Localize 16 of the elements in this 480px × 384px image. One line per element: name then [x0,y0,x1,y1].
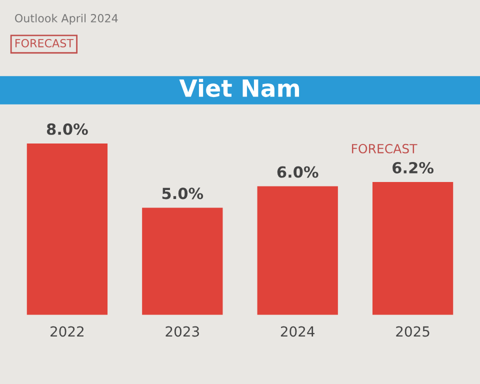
text: FORECAST [15,38,74,48]
data-label: 6.2% [392,162,434,174]
bar [142,208,223,315]
bar [26,143,108,315]
data-label: 6.0% [277,166,318,178]
data-label: 5.0% [162,188,204,200]
text: Outlook April 2024 [15,14,118,25]
bar [372,182,454,315]
bar [257,186,338,315]
data-label: 8.0% [46,123,88,135]
x-tick-label: 2025 [396,326,430,337]
chart-title: Viet Nam [179,78,300,98]
x-tick-label: 2024 [280,326,314,337]
x-tick-label: 2022 [50,326,84,337]
annotation: FORECAST [352,144,418,154]
x-tick-label: 2023 [166,326,199,337]
